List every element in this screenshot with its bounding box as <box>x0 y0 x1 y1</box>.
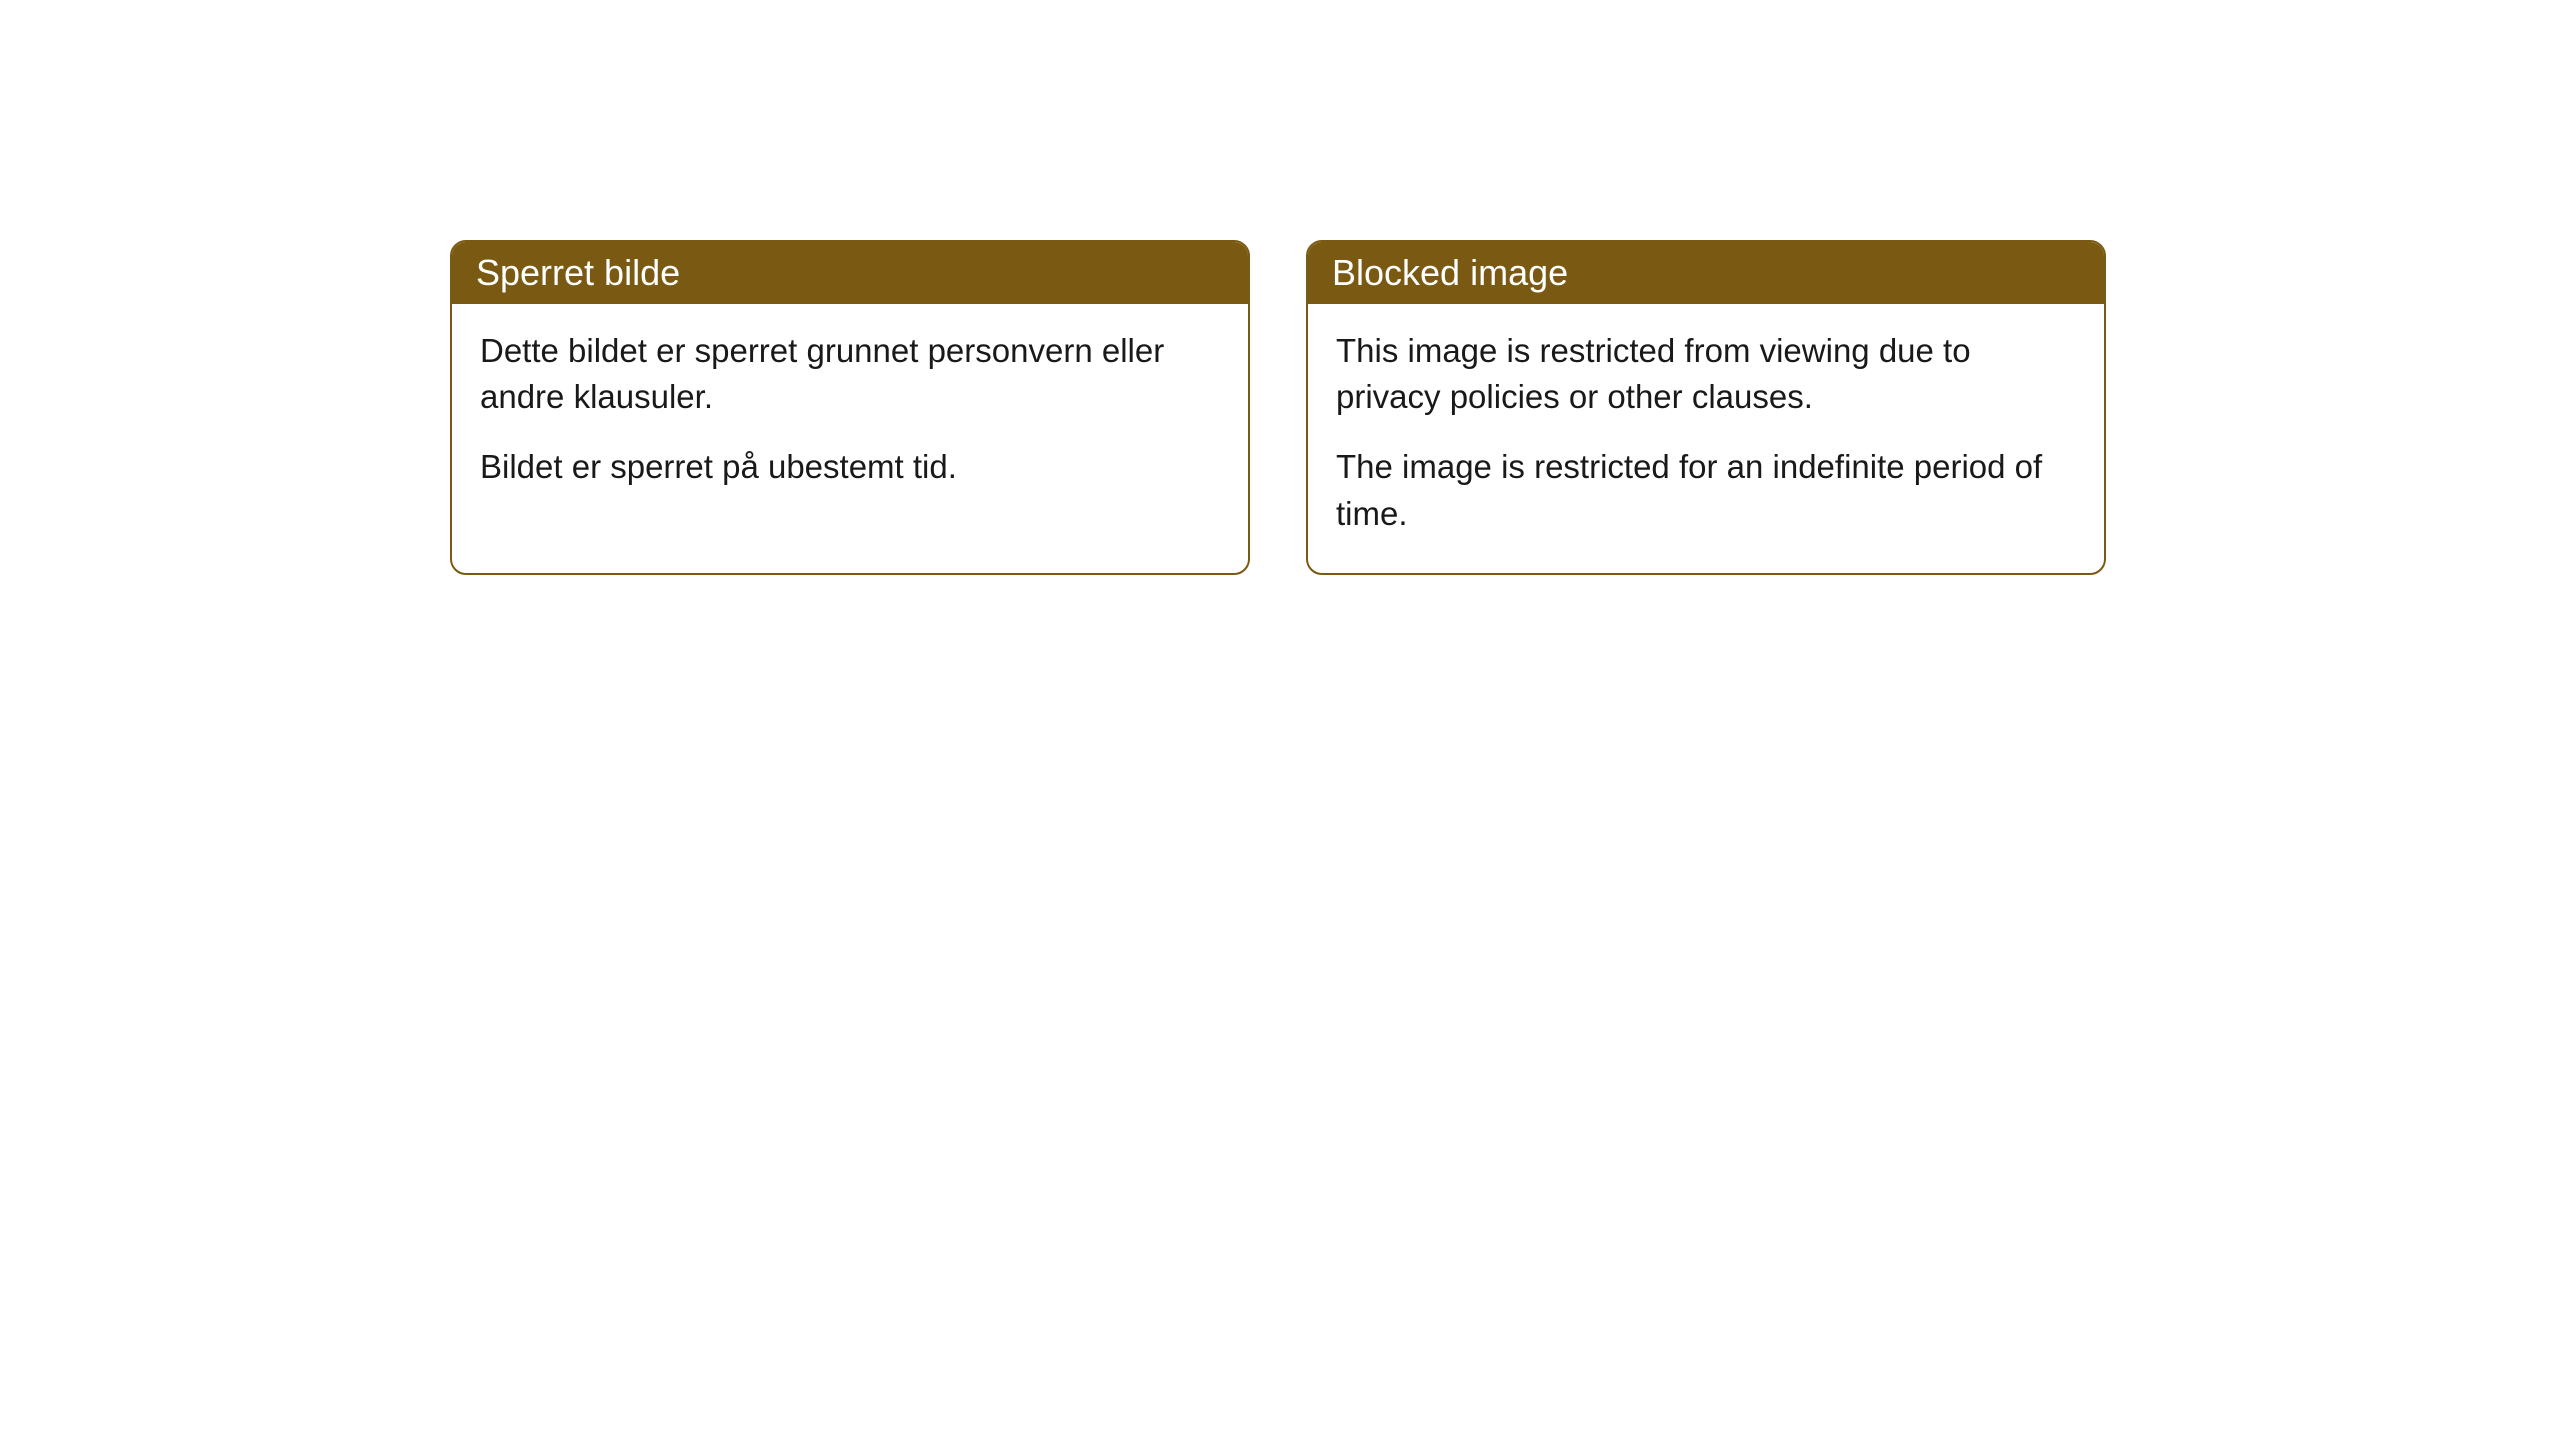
card-body-en: This image is restricted from viewing du… <box>1308 304 2104 573</box>
blocked-image-card-en: Blocked image This image is restricted f… <box>1306 240 2106 575</box>
card-paragraph-2-no: Bildet er sperret på ubestemt tid. <box>480 444 1220 490</box>
card-paragraph-1-en: This image is restricted from viewing du… <box>1336 328 2076 420</box>
card-header-no: Sperret bilde <box>452 242 1248 304</box>
cards-container: Sperret bilde Dette bildet er sperret gr… <box>450 240 2560 575</box>
card-paragraph-2-en: The image is restricted for an indefinit… <box>1336 444 2076 536</box>
blocked-image-card-no: Sperret bilde Dette bildet er sperret gr… <box>450 240 1250 575</box>
card-paragraph-1-no: Dette bildet er sperret grunnet personve… <box>480 328 1220 420</box>
card-header-en: Blocked image <box>1308 242 2104 304</box>
card-body-no: Dette bildet er sperret grunnet personve… <box>452 304 1248 527</box>
